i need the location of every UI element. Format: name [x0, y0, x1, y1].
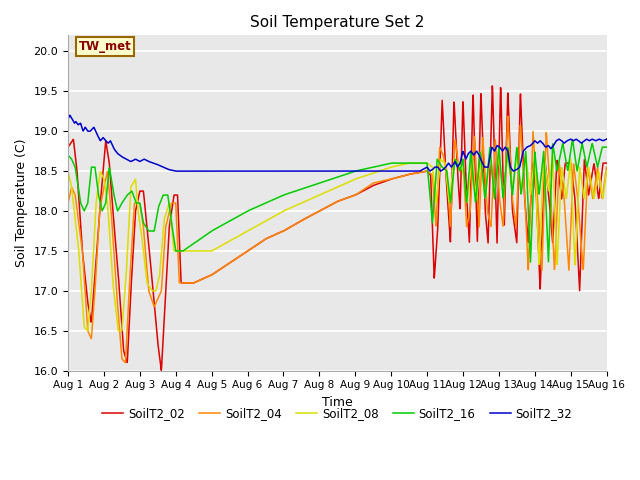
- SoilT2_32: [365, 168, 372, 174]
- Line: SoilT2_32: SoilT2_32: [68, 115, 607, 171]
- SoilT2_16: [527, 259, 534, 265]
- Line: SoilT2_16: SoilT2_16: [68, 140, 607, 262]
- SoilT2_04: [214, 267, 222, 273]
- SoilT2_16: [603, 144, 611, 150]
- SoilT2_02: [353, 192, 361, 197]
- SoilT2_04: [494, 172, 502, 178]
- SoilT2_32: [353, 168, 361, 174]
- Line: SoilT2_08: SoilT2_08: [68, 156, 607, 331]
- SoilT2_04: [556, 162, 563, 168]
- SoilT2_08: [603, 168, 611, 174]
- SoilT2_04: [353, 191, 361, 197]
- SoilT2_02: [488, 83, 496, 89]
- SoilT2_16: [353, 168, 360, 174]
- Text: TW_met: TW_met: [79, 40, 132, 53]
- SoilT2_02: [556, 177, 563, 182]
- Y-axis label: Soil Temperature (C): Soil Temperature (C): [15, 139, 28, 267]
- SoilT2_08: [556, 213, 563, 218]
- SoilT2_32: [570, 137, 578, 143]
- SoilT2_32: [603, 136, 611, 142]
- SoilT2_08: [549, 153, 557, 158]
- Line: SoilT2_02: SoilT2_02: [68, 86, 607, 371]
- SoilT2_32: [64, 116, 72, 122]
- SoilT2_02: [603, 160, 611, 166]
- SoilT2_04: [504, 113, 511, 119]
- Legend: SoilT2_02, SoilT2_04, SoilT2_08, SoilT2_16, SoilT2_32: SoilT2_02, SoilT2_04, SoilT2_08, SoilT2_…: [97, 403, 577, 425]
- Title: Soil Temperature Set 2: Soil Temperature Set 2: [250, 15, 424, 30]
- SoilT2_08: [570, 250, 578, 255]
- SoilT2_08: [353, 176, 361, 181]
- SoilT2_32: [215, 168, 223, 174]
- SoilT2_08: [64, 168, 72, 174]
- SoilT2_32: [172, 168, 180, 174]
- SoilT2_02: [64, 144, 72, 150]
- SoilT2_02: [157, 368, 165, 373]
- SoilT2_16: [64, 152, 72, 158]
- X-axis label: Time: Time: [322, 396, 353, 409]
- SoilT2_32: [66, 112, 74, 118]
- SoilT2_04: [365, 183, 372, 189]
- SoilT2_04: [570, 168, 578, 173]
- SoilT2_16: [493, 160, 501, 166]
- SoilT2_08: [214, 244, 222, 250]
- SoilT2_16: [568, 137, 576, 143]
- SoilT2_04: [603, 164, 611, 170]
- SoilT2_02: [494, 196, 502, 202]
- SoilT2_08: [365, 172, 372, 178]
- SoilT2_16: [214, 225, 222, 230]
- SoilT2_32: [494, 144, 502, 149]
- SoilT2_16: [365, 165, 372, 171]
- Line: SoilT2_04: SoilT2_04: [68, 116, 607, 363]
- SoilT2_02: [365, 185, 372, 191]
- SoilT2_16: [570, 149, 578, 155]
- SoilT2_08: [115, 328, 122, 334]
- SoilT2_32: [556, 136, 563, 142]
- SoilT2_08: [494, 162, 502, 168]
- SoilT2_02: [570, 192, 578, 197]
- SoilT2_16: [556, 158, 563, 164]
- SoilT2_04: [64, 200, 72, 206]
- SoilT2_04: [122, 360, 129, 366]
- SoilT2_02: [214, 267, 222, 273]
